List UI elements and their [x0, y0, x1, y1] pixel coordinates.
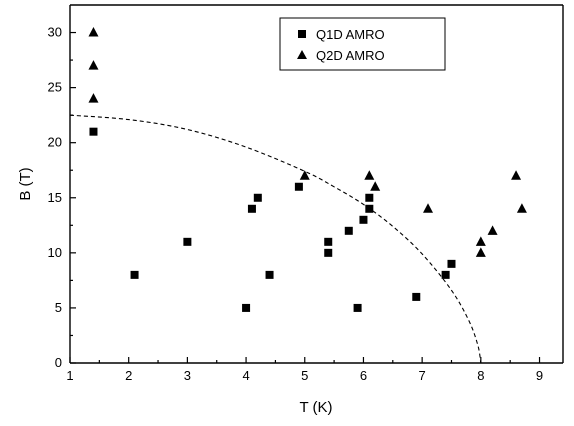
- q1d-point: [344, 226, 353, 235]
- q2d-point: [511, 170, 522, 180]
- q1d-point: [324, 248, 333, 257]
- x-tick-label: 5: [301, 368, 308, 383]
- q1d-point: [89, 127, 98, 136]
- q1d-point: [130, 270, 139, 279]
- q2d-point: [364, 170, 375, 180]
- x-tick-label: 1: [66, 368, 73, 383]
- x-tick-label: 6: [360, 368, 367, 383]
- q2d-point: [487, 225, 498, 235]
- data-points: [88, 27, 527, 312]
- x-ticks: 1 2 3 4 5 6 7 8 9: [66, 357, 543, 383]
- legend-label-q1d: Q1D AMRO: [316, 27, 385, 42]
- q2d-point: [516, 203, 527, 213]
- legend-marker-square: [298, 30, 306, 38]
- q2d-point: [475, 236, 486, 246]
- x-tick-label: 8: [477, 368, 484, 383]
- q1d-point: [365, 193, 374, 202]
- q2d-point: [88, 93, 99, 103]
- x-tick-label: 7: [419, 368, 426, 383]
- y-tick-label: 10: [48, 245, 62, 260]
- q2d-point: [370, 181, 381, 191]
- q2d-point: [299, 170, 310, 180]
- y-ticks: 0 5 10 15 20 25 30: [48, 25, 76, 370]
- legend: Q1D AMRO Q2D AMRO: [279, 17, 446, 71]
- y-tick-label: 20: [48, 135, 62, 150]
- y-tick-label: 25: [48, 80, 62, 95]
- x-tick-label: 9: [536, 368, 543, 383]
- y-tick-label: 30: [48, 25, 62, 40]
- legend-box: [279, 17, 446, 71]
- q1d-point: [353, 303, 362, 312]
- q1d-point: [359, 215, 368, 224]
- q1d-point: [253, 193, 262, 202]
- q1d-point: [365, 204, 374, 213]
- q2d-point: [88, 27, 99, 37]
- q1d-point: [265, 270, 274, 279]
- q2d-point: [475, 247, 486, 257]
- x-tick-label: 2: [125, 368, 132, 383]
- q1d-point: [441, 270, 450, 279]
- q1d-point: [242, 303, 251, 312]
- x-tick-label: 4: [242, 368, 249, 383]
- x-axis-title: T (K): [299, 399, 332, 416]
- q1d-point: [294, 182, 303, 191]
- x-tick-label: 3: [184, 368, 191, 383]
- y-axis-title: B (T): [17, 167, 34, 200]
- q2d-point: [423, 203, 434, 213]
- q1d-point: [447, 259, 456, 268]
- q1d-point: [412, 292, 421, 301]
- q1d-point: [324, 237, 333, 246]
- q1d-point: [183, 237, 192, 246]
- legend-label-q2d: Q2D AMRO: [316, 48, 385, 63]
- legend-marker-triangle: [297, 50, 307, 59]
- y-tick-label: 5: [55, 300, 62, 315]
- q2d-point: [88, 60, 99, 70]
- y-tick-label: 15: [48, 190, 62, 205]
- q1d-point: [247, 204, 256, 213]
- y-tick-label: 0: [55, 355, 62, 370]
- phase-boundary-dashed-curve: [69, 114, 482, 364]
